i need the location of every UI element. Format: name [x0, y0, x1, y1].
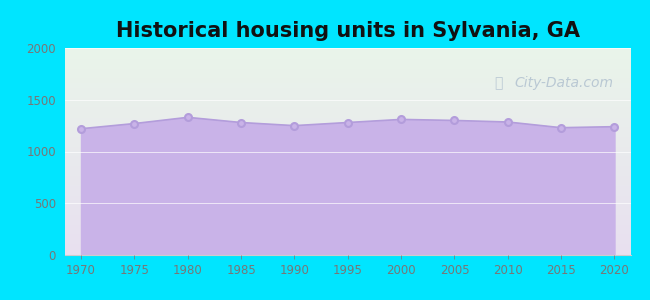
- Title: Historical housing units in Sylvania, GA: Historical housing units in Sylvania, GA: [116, 21, 580, 41]
- Text: City-Data.com: City-Data.com: [515, 76, 614, 90]
- Text: ⓘ: ⓘ: [495, 76, 503, 90]
